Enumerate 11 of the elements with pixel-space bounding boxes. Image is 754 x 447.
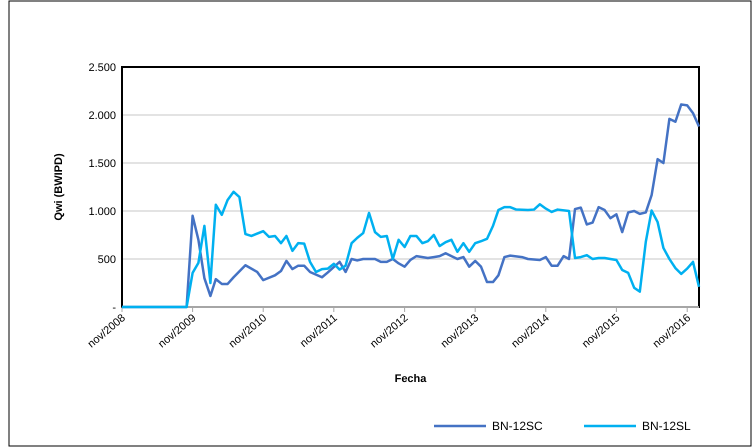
y-axis-title: Qwi (BWIPD)	[53, 153, 65, 221]
legend-label: BN-12SL	[642, 419, 692, 433]
y-tick-label: 500	[98, 254, 116, 266]
y-tick-label: 1.000	[88, 206, 116, 218]
y-tick-label: -	[112, 302, 116, 314]
y-tick-label: 1.500	[88, 158, 116, 170]
y-tick-label: 2.500	[88, 62, 116, 74]
x-axis-title: Fecha	[394, 373, 428, 385]
y-tick-label: 2.000	[88, 110, 116, 122]
line-series	[120, 190, 700, 308]
legend-label: BN-12SC	[492, 419, 544, 433]
